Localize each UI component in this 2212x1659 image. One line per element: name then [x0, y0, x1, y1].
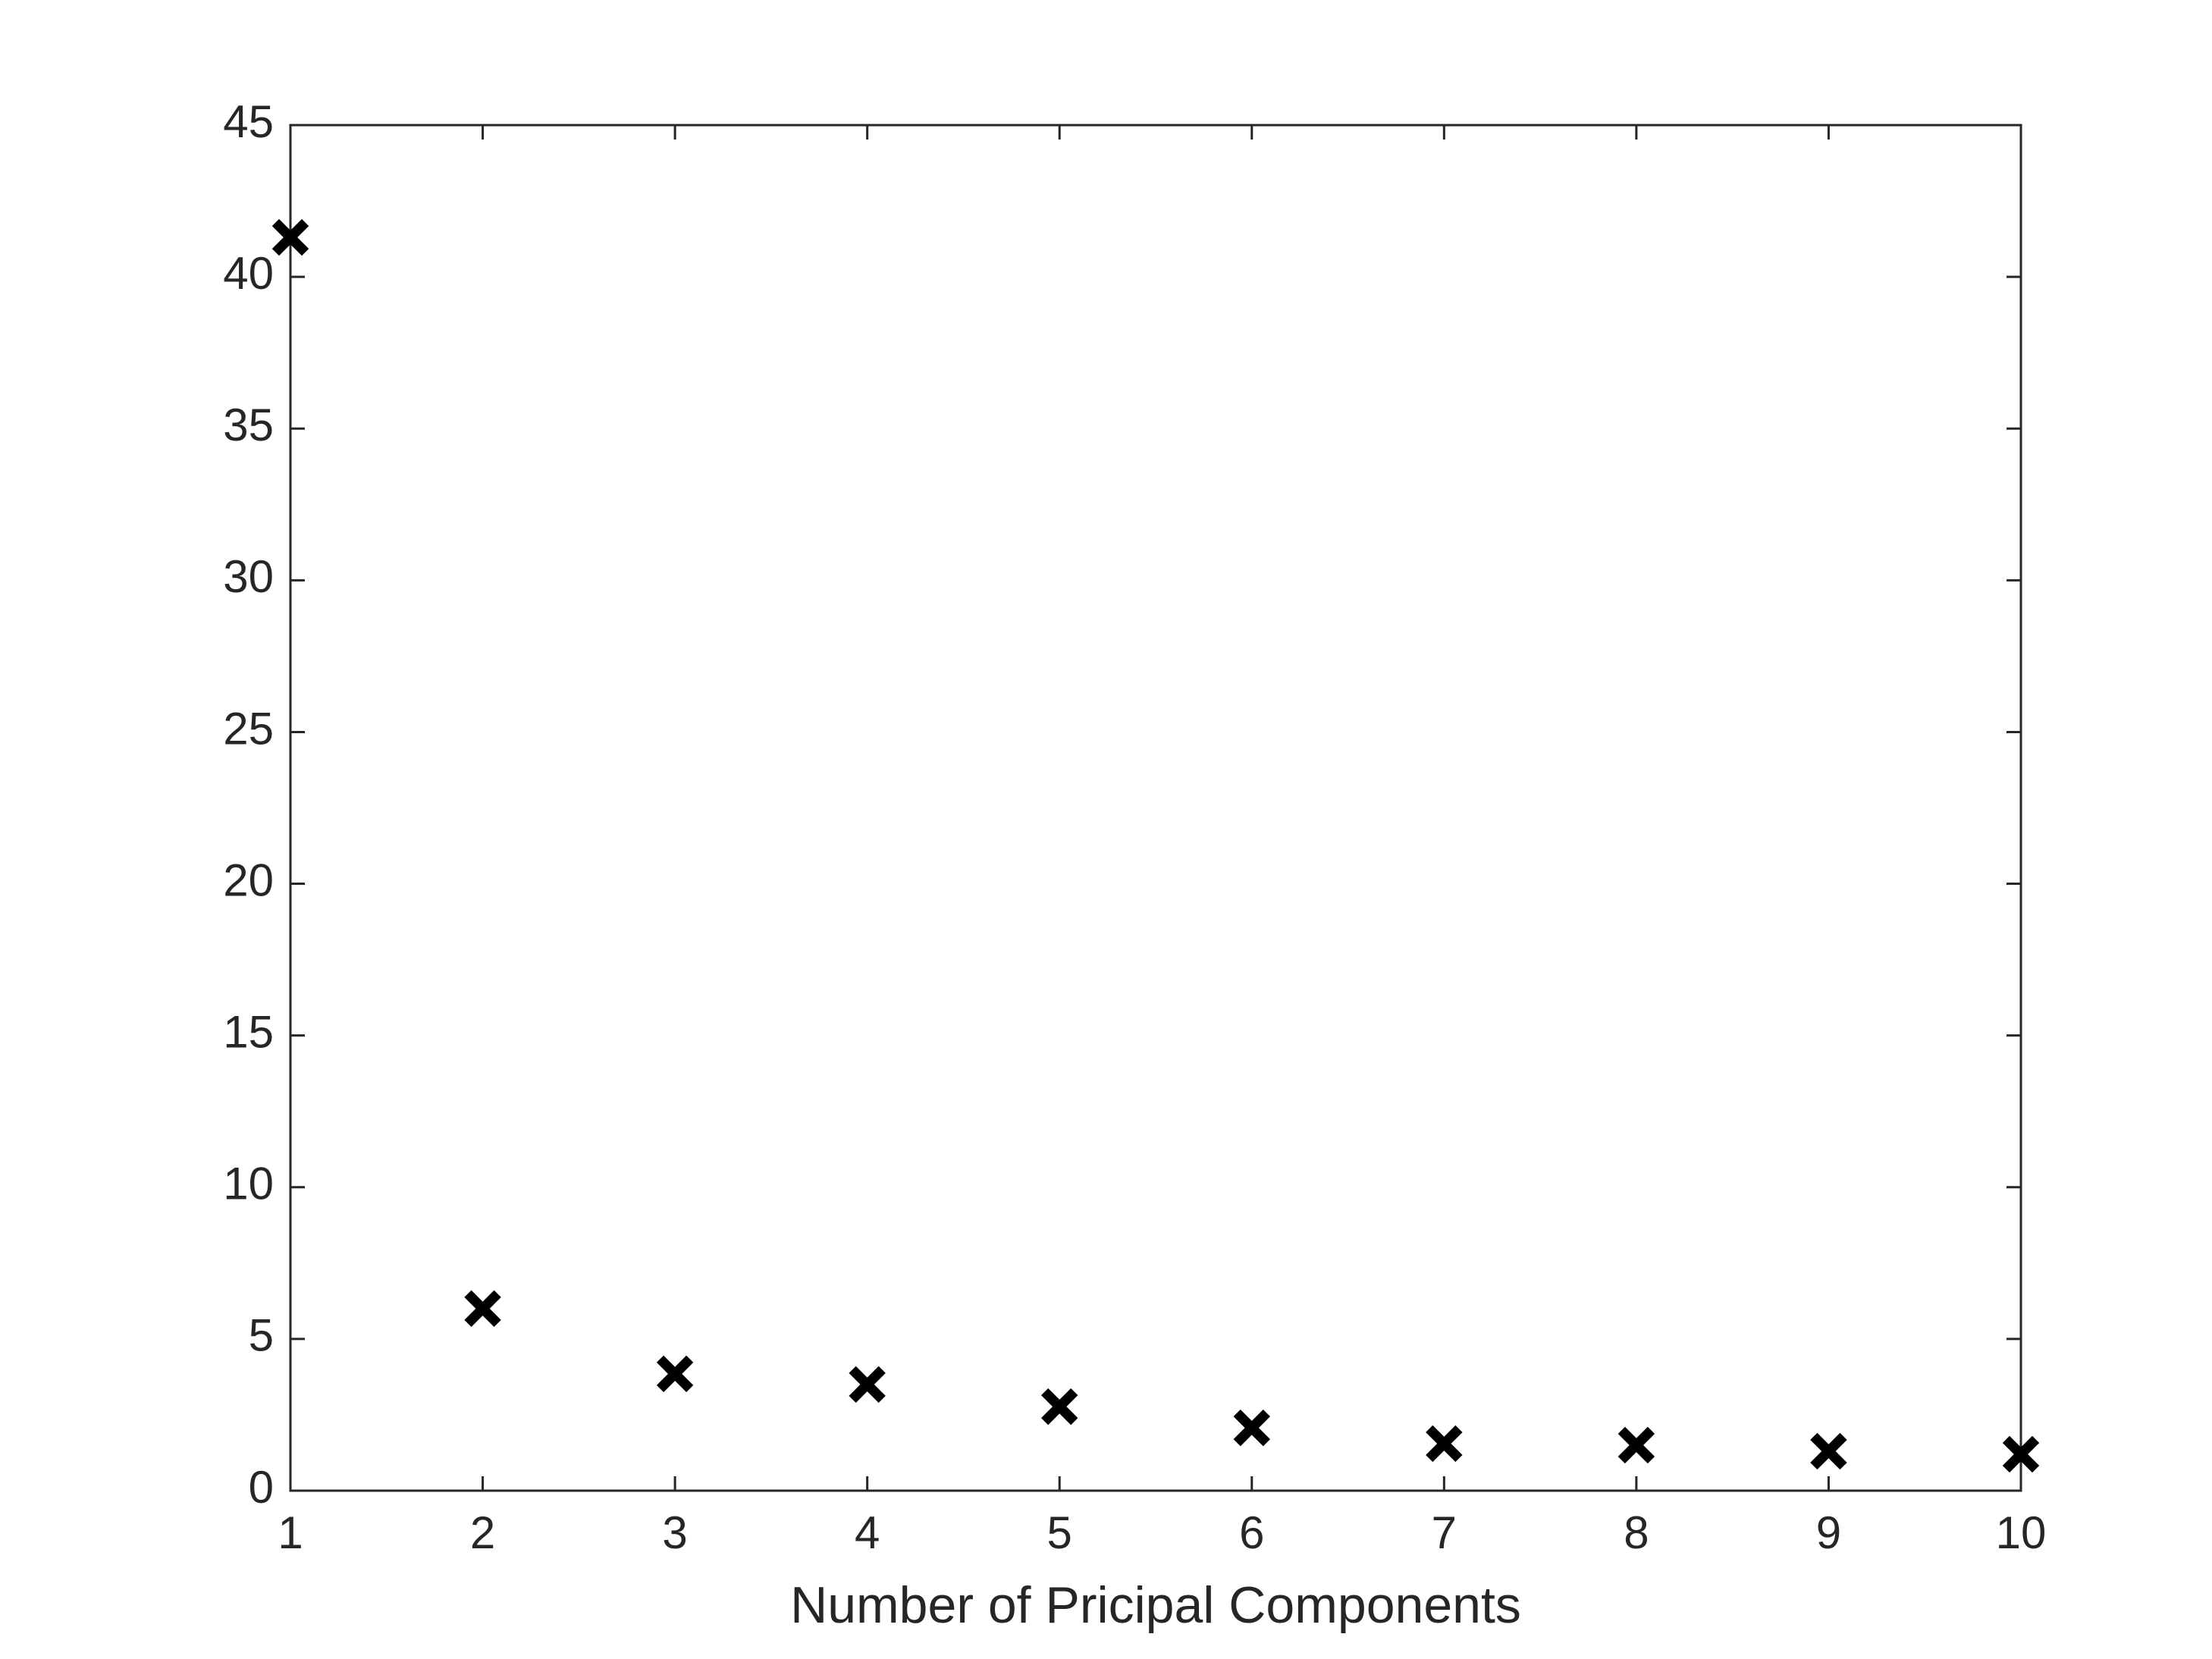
y-tick-label: 25 — [223, 703, 274, 754]
marker — [1233, 1409, 1270, 1447]
x-tick-label: 2 — [470, 1507, 495, 1558]
x-tick-label: 3 — [662, 1507, 687, 1558]
x-tick-label: 4 — [855, 1507, 880, 1558]
marker — [2002, 1435, 2040, 1473]
marker-cross — [1810, 1432, 1847, 1470]
y-tick-label: 30 — [223, 551, 274, 602]
y-tick-label: 15 — [223, 1007, 274, 1058]
x-axis-label: Number of Pricipal Components — [790, 1576, 1521, 1634]
y-tick-label: 10 — [223, 1159, 274, 1209]
marker-cross — [2002, 1435, 2040, 1473]
marker-cross — [271, 218, 309, 256]
marker-cross — [1617, 1426, 1655, 1464]
marker — [1041, 1388, 1078, 1425]
marker — [1426, 1425, 1463, 1463]
marker — [271, 218, 309, 256]
y-tick-label: 40 — [223, 248, 274, 299]
y-tick-label: 0 — [249, 1462, 274, 1513]
plot-frame — [289, 124, 2022, 1492]
y-tick-label: 5 — [249, 1310, 274, 1361]
marker-cross — [464, 1290, 501, 1328]
marker-cross — [656, 1355, 694, 1393]
x-tick-label: 10 — [1996, 1507, 2047, 1558]
y-tick-label: 35 — [223, 400, 274, 450]
x-tick-label: 9 — [1816, 1507, 1841, 1558]
marker — [849, 1366, 886, 1403]
marker — [1617, 1426, 1655, 1464]
x-tick-label: 1 — [278, 1507, 303, 1558]
y-tick-label: 45 — [223, 96, 274, 147]
marker-cross — [849, 1366, 886, 1403]
marker-cross — [1041, 1388, 1078, 1425]
marker — [1810, 1432, 1847, 1470]
x-tick-label: 6 — [1239, 1507, 1264, 1558]
y-tick-label: 20 — [223, 855, 274, 905]
marker-cross — [1426, 1425, 1463, 1463]
marker — [656, 1355, 694, 1393]
x-tick-label: 8 — [1624, 1507, 1649, 1558]
x-tick-label: 7 — [1432, 1507, 1457, 1558]
marker — [464, 1290, 501, 1328]
marker-cross — [1233, 1409, 1270, 1447]
x-tick-label: 5 — [1047, 1507, 1072, 1558]
